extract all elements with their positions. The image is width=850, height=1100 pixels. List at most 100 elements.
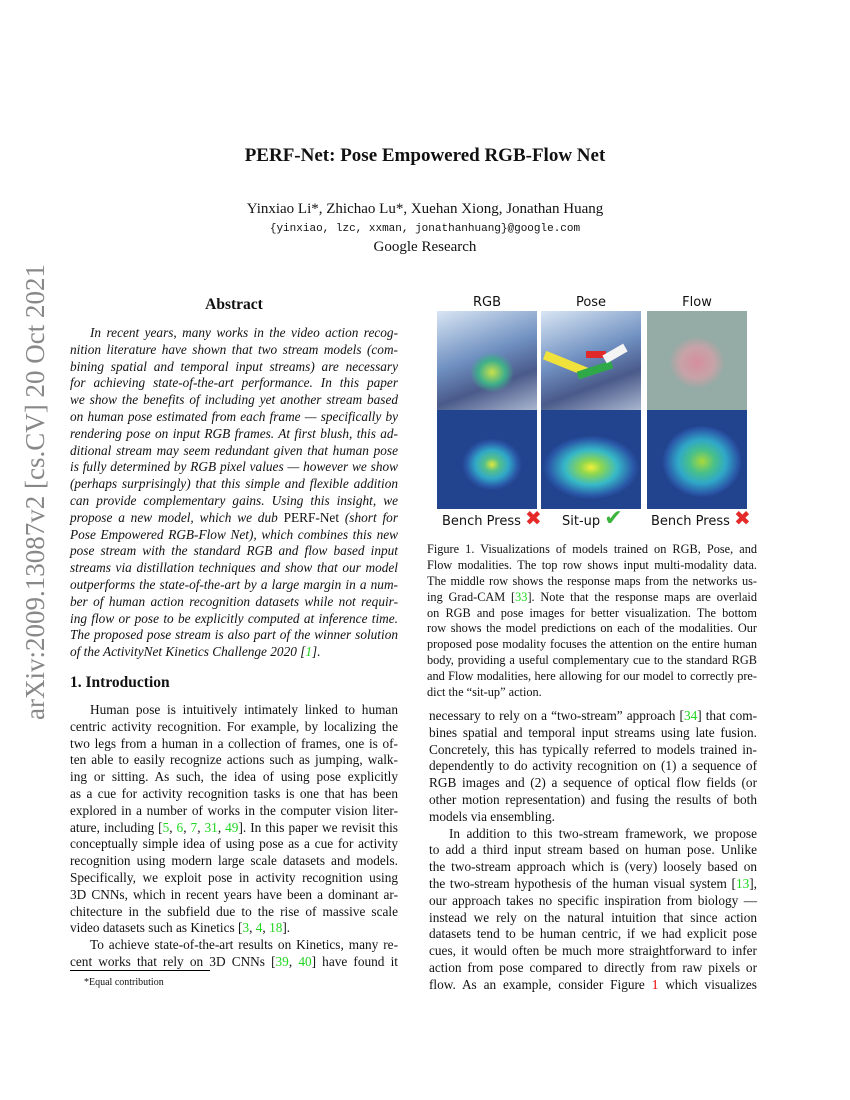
text-run: proposed pose modality focuses the atten… bbox=[427, 637, 757, 652]
prediction-label: Bench Press bbox=[442, 514, 521, 529]
text-line: pose stream with the standard RGB and fl… bbox=[70, 543, 398, 560]
figure-label-rgb: RGB bbox=[472, 295, 502, 310]
text-line: In recent years, many works in the video… bbox=[70, 325, 398, 342]
text-line: Figure 1. Visualizations of models train… bbox=[427, 542, 757, 558]
text-run: for achieving state-of-the-art performan… bbox=[70, 375, 398, 391]
pose-prediction: Sit-up ✔ bbox=[562, 508, 623, 530]
text-run: cues, it would often be much more straig… bbox=[429, 943, 757, 959]
text-run: ber of human action recognition datasets… bbox=[70, 593, 398, 609]
citation-link[interactable]: 33 bbox=[515, 589, 528, 604]
text-run: nition literature have shown that two st… bbox=[70, 341, 398, 357]
text-line: (perhaps surprisingly) that this simple … bbox=[70, 476, 398, 493]
pose-input-image bbox=[541, 311, 641, 410]
text-run: bining spatial and temporal input stream… bbox=[70, 358, 398, 374]
text-line: body, providing a useful complementary c… bbox=[427, 653, 757, 669]
cross-icon: ✖ bbox=[525, 506, 542, 530]
text-line: ber of human action recognition datasets… bbox=[70, 594, 398, 611]
figure-reference-link[interactable]: 1 bbox=[651, 976, 659, 992]
text-run: we show the benefits of including yet an… bbox=[70, 392, 398, 408]
paragraph: Human pose is intuitively intimately lin… bbox=[70, 702, 398, 937]
text-run: , bbox=[197, 819, 205, 835]
text-run: body, providing a useful complementary c… bbox=[427, 653, 757, 668]
text-run: , bbox=[217, 819, 226, 835]
text-run: on RGB and pose images for better visual… bbox=[427, 605, 757, 620]
text-line: ten able to easily recognize actions suc… bbox=[70, 752, 398, 769]
text-line: propose a new model, which we dub PERF-N… bbox=[70, 510, 398, 527]
citation-link[interactable]: 40 bbox=[298, 953, 312, 969]
text-line: RGB images and (2) a sequence of optical… bbox=[429, 775, 757, 792]
abstract-heading: Abstract bbox=[205, 296, 263, 313]
citation-link[interactable]: 39 bbox=[275, 953, 289, 969]
text-run: and Flow modalities, here allowing for o… bbox=[427, 669, 757, 684]
paragraph: In addition to this two-stream framework… bbox=[429, 826, 757, 994]
figure-1: RGB Pose Flow Bench Press ✖ Sit-up ✔ Ben… bbox=[437, 295, 757, 535]
text-line: nition literature have shown that two st… bbox=[70, 342, 398, 359]
text-line: The middle row shows the response maps f… bbox=[427, 574, 757, 590]
citation-link[interactable]: 5 bbox=[162, 819, 170, 835]
text-line: two legs from a human in a collection of… bbox=[70, 736, 398, 753]
text-run: outperforms the state-of-the-art by a la… bbox=[70, 576, 398, 592]
citation-link[interactable]: 34 bbox=[683, 708, 698, 723]
text-line: ature, including [5, 6, 7, 31, 49]. In t… bbox=[70, 820, 398, 837]
text-line: cues, it would often be much more straig… bbox=[429, 943, 757, 960]
text-run: , bbox=[183, 819, 191, 835]
text-line: models via ensembling. bbox=[429, 809, 757, 826]
text-run: instead we rely on the natural intuition… bbox=[429, 909, 757, 925]
text-line: can provide complementary gains. Using t… bbox=[70, 493, 398, 510]
text-line: The proposed pose stream is also part of… bbox=[70, 627, 398, 644]
text-line: row shows the model predictions on each … bbox=[427, 621, 757, 637]
text-run: ]. bbox=[312, 644, 321, 660]
text-line: on RGB and pose images for better visual… bbox=[427, 606, 757, 622]
text-run: of the ActivityNet Kinetics Challenge 20… bbox=[70, 644, 306, 660]
text-line: as a cue for activity recognition tasks … bbox=[70, 786, 398, 803]
citation-link[interactable]: 13 bbox=[735, 875, 750, 891]
abstract-body: In recent years, many works in the video… bbox=[70, 325, 398, 661]
introduction-right-column: necessary to rely on a “two-stream” appr… bbox=[429, 708, 757, 994]
citation-link[interactable]: 7 bbox=[190, 819, 198, 835]
author-emails: {yinxiao, lzc, xxman, jonathanhuang}@goo… bbox=[269, 223, 581, 235]
flow-response-map bbox=[647, 410, 747, 509]
text-run: In recent years, many works in the video… bbox=[90, 325, 398, 340]
citation-link[interactable]: 18 bbox=[269, 920, 283, 936]
text-run: models via ensembling. bbox=[429, 808, 555, 824]
text-run: our approach takes no specific inspirati… bbox=[429, 892, 757, 908]
citation-link[interactable]: 1 bbox=[305, 644, 313, 660]
text-line: streams via distillation techniques and … bbox=[70, 560, 398, 577]
text-run: chitecture in the subfield due to the ri… bbox=[70, 903, 398, 919]
text-run: , bbox=[262, 920, 270, 936]
text-run: (short for bbox=[339, 509, 398, 525]
text-run: In addition to this two-stream framework… bbox=[449, 825, 757, 841]
figure-label-pose: Pose bbox=[575, 295, 607, 310]
text-line: Human pose is intuitively intimately lin… bbox=[70, 702, 398, 719]
text-line: for achieving state-of-the-art performan… bbox=[70, 375, 398, 392]
text-run: dict the “sit-up” action. bbox=[427, 685, 542, 700]
text-run: , bbox=[288, 953, 299, 969]
citation-link[interactable]: 3 bbox=[242, 920, 250, 936]
figure-caption: Figure 1. Visualizations of models train… bbox=[427, 542, 757, 701]
check-icon: ✔ bbox=[604, 506, 623, 531]
text-line: Flow modalities. The top row shows input… bbox=[427, 558, 757, 574]
text-run: Flow modalities. The top row shows input… bbox=[427, 557, 757, 572]
citation-link[interactable]: 6 bbox=[176, 819, 184, 835]
rgb-input-image bbox=[437, 311, 537, 410]
text-line: to add a third input stream based on hum… bbox=[429, 842, 757, 859]
citation-link[interactable]: 31 bbox=[204, 819, 218, 835]
introduction-heading: 1. Introduction bbox=[70, 674, 170, 691]
paragraph: In recent years, many works in the video… bbox=[70, 325, 398, 661]
rgb-prediction: Bench Press ✖ bbox=[442, 508, 542, 529]
text-run: cent works that rely on 3D CNNs [ bbox=[70, 953, 276, 969]
text-run: two legs from a human in a collection of… bbox=[70, 735, 398, 751]
text-line: our approach takes no specific inspirati… bbox=[429, 893, 757, 910]
text-run: as a cue for activity recognition tasks … bbox=[70, 785, 398, 801]
citation-link[interactable]: 4 bbox=[255, 920, 263, 936]
text-run: conceptually simple idea of using pose a… bbox=[70, 836, 398, 852]
text-line: recognition using modern large scale dat… bbox=[70, 853, 398, 870]
text-run: explored in a number of works in the com… bbox=[70, 802, 398, 818]
text-run: pose stream with the standard RGB and fl… bbox=[70, 543, 398, 559]
text-line: Specifically, we exploit pose in activit… bbox=[70, 870, 398, 887]
text-line: explored in a number of works in the com… bbox=[70, 803, 398, 820]
citation-link[interactable]: 49 bbox=[225, 819, 239, 835]
text-run: necessary to rely on a “two-stream” appr… bbox=[429, 708, 684, 723]
text-line: necessary to rely on a “two-stream” appr… bbox=[429, 708, 757, 725]
text-run: video datasets such as Kinetics [ bbox=[70, 920, 243, 936]
